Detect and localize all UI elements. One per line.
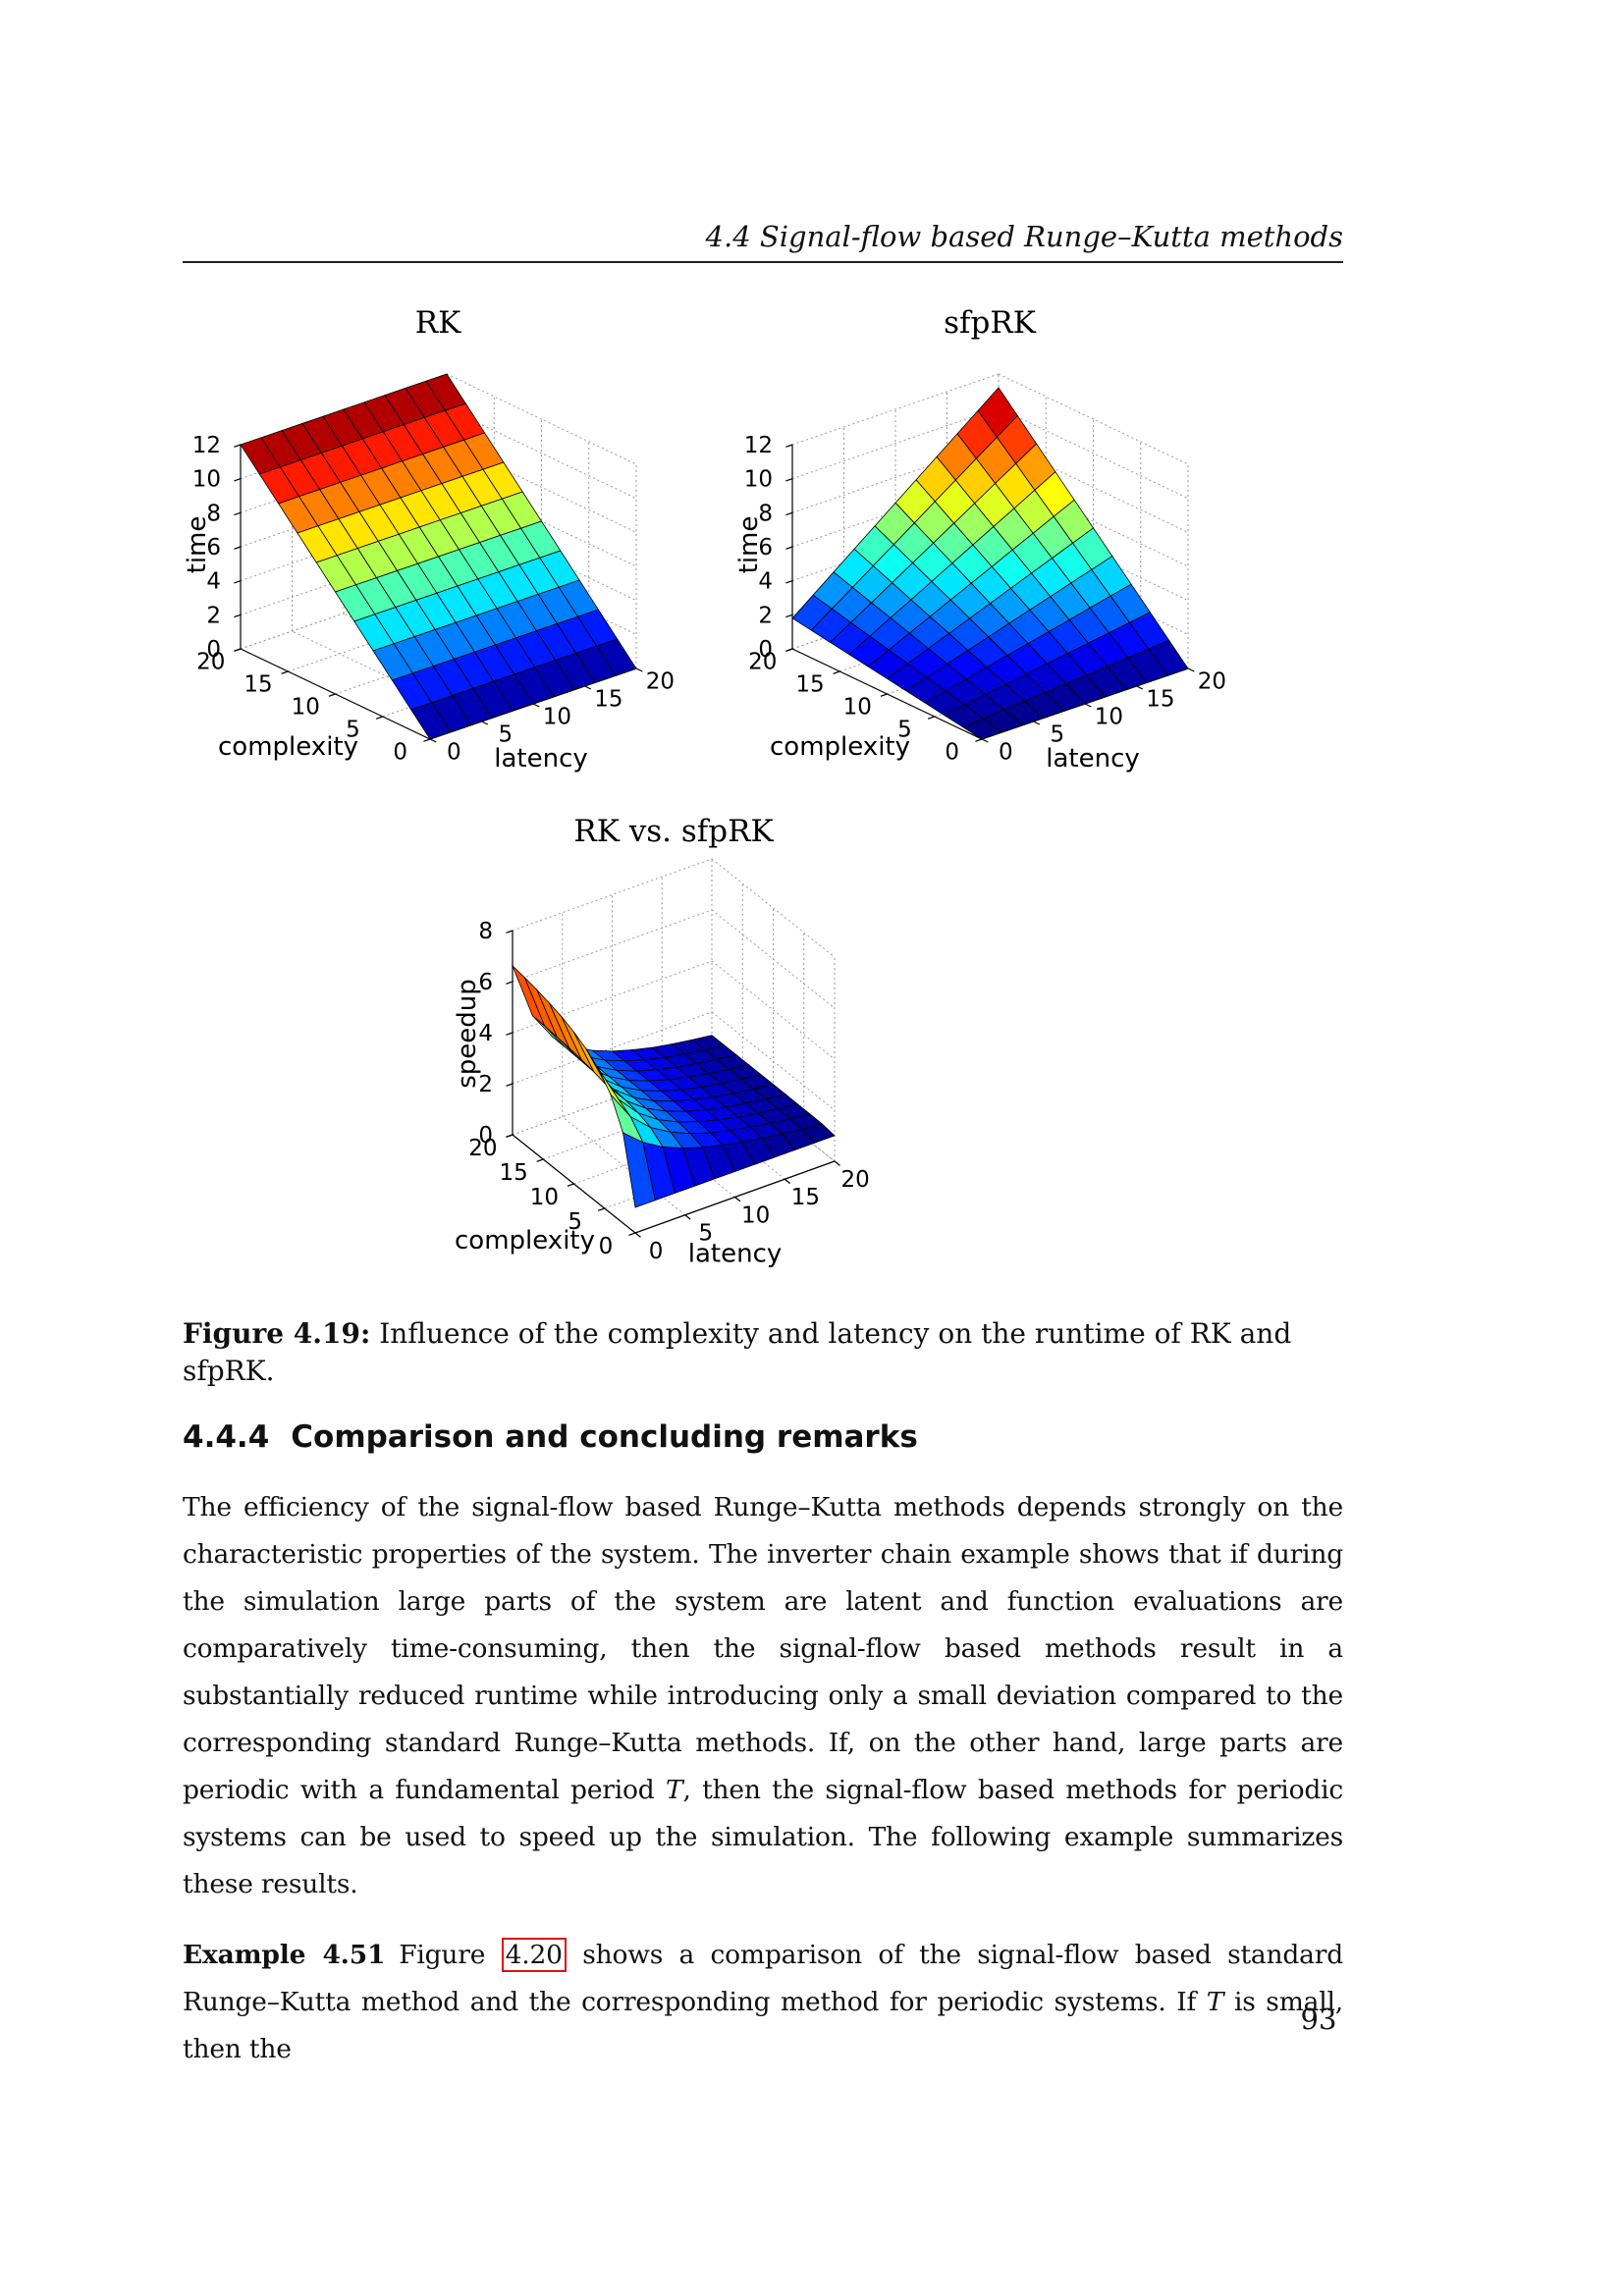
text-column: 4.4 Signal-flow based Runge–Kutta method… (162, 0, 1343, 2073)
header-rule (183, 261, 1343, 263)
running-header: 4.4 Signal-flow based Runge–Kutta method… (705, 220, 1343, 253)
example-paragraph: Example 4.51 Figure 4.20 shows a comparis… (183, 1932, 1343, 2073)
section-title: Comparison and concluding remarks (291, 1419, 918, 1455)
page-number: 93 (1300, 2002, 1337, 2036)
rk-surface-plot (162, 288, 790, 808)
math-variable-t: T (665, 1775, 683, 1805)
speedup-surface-plot (383, 806, 1168, 1311)
math-variable-t2: T (1206, 1987, 1224, 2017)
sfprk-surface-plot (714, 288, 1342, 808)
figure-4-19 (162, 263, 1343, 1311)
figure-caption: Figure 4.19: Influence of the complexity… (183, 1315, 1343, 1390)
example-text-3: is small, then the (183, 1987, 1343, 2064)
section-heading: 4.4.4 Comparison and concluding remarks (183, 1417, 1343, 1457)
paragraph-text-1: The efficiency of the signal-flow based … (183, 1492, 1343, 1805)
paragraph-text-2: , then the signal-flow based methods for… (183, 1775, 1344, 1899)
example-text-1: Figure (399, 1940, 502, 1970)
body-paragraph: The efficiency of the signal-flow based … (183, 1484, 1343, 1908)
example-text-2: shows a comparison of the signal-flow ba… (183, 1940, 1343, 2017)
figure-link[interactable]: 4.20 (501, 1938, 567, 1972)
example-label: Example 4.51 (183, 1940, 386, 1970)
section-number: 4.4.4 (183, 1419, 270, 1455)
figure-caption-label: Figure 4.19: (183, 1317, 371, 1350)
figure-caption-text: Influence of the complexity and latency … (183, 1317, 1292, 1387)
